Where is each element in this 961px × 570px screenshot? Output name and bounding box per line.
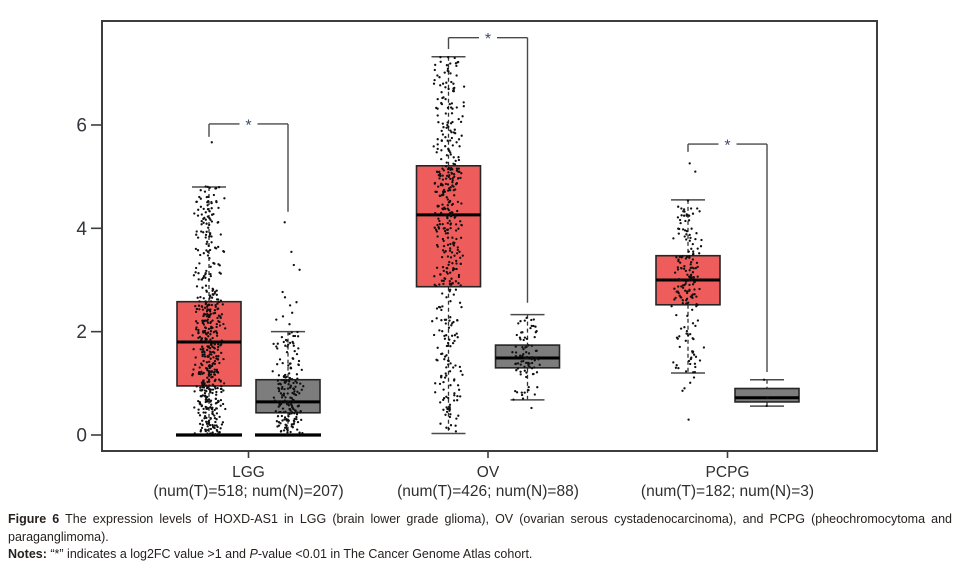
x-label-LGG: LGG — [232, 464, 265, 481]
caption-line1: Figure 6 The expression levels of HOXD-A… — [8, 511, 952, 529]
figure-label: Figure 6 — [8, 512, 60, 526]
LGG-normal-boxplot — [255, 221, 321, 437]
significance-asterisk-PCPG: * — [724, 138, 730, 155]
significance-asterisk-OV: * — [485, 31, 491, 48]
PCPG-normal-boxplot — [734, 378, 800, 408]
x-sublabel-PCPG: (num(T)=182; num(N)=3) — [641, 483, 814, 500]
PCPG-tumor-boxplot — [655, 162, 721, 421]
OV-tumor-boxplot — [415, 56, 482, 435]
normal-box-PCPG — [734, 387, 800, 403]
significance-bracket-LGG: * — [208, 117, 289, 212]
figure-caption: Figure 6 The expression levels of HOXD-A… — [8, 511, 952, 564]
y-tick-label-6: 6 — [76, 115, 87, 136]
x-sublabel-LGG: (num(T)=518; num(N)=207) — [153, 483, 343, 500]
OV-normal-boxplot — [494, 313, 561, 410]
caption-text: The expression levels of HOXD-AS1 in LGG… — [65, 512, 952, 526]
significance-asterisk-LGG: * — [245, 117, 251, 134]
y-tick-label-0: 0 — [76, 426, 87, 447]
caption-notes: Notes: “*” indicates a log2FC value >1 a… — [8, 546, 952, 564]
x-sublabel-OV: (num(T)=426; num(N)=88) — [397, 483, 579, 500]
y-tick-label-4: 4 — [76, 219, 87, 240]
notes-italic-p: P — [249, 547, 258, 561]
x-label-PCPG: PCPG — [706, 464, 750, 481]
notes-label: Notes: — [8, 547, 47, 561]
tumor-box-OV — [415, 164, 482, 288]
caption-line2: paraganglimoma). — [8, 529, 109, 544]
normal-box-LGG — [255, 378, 321, 414]
LGG-tumor-boxplot — [176, 141, 242, 437]
scatter-normal-OV — [511, 316, 541, 410]
notes-post: -value <0.01 in The Cancer Genome Atlas … — [257, 547, 533, 561]
scatter-normal-LGG — [271, 221, 305, 436]
expression-boxplot: * LGG (num(T)=518; num(N)=207) * OV (num(T)=4… — [76, 20, 878, 500]
scatter-tumor-OV — [431, 56, 466, 433]
scatter-tumor-PCPG — [670, 162, 706, 421]
scatter-normal-PCPG — [762, 378, 769, 408]
x-label-OV: OV — [477, 464, 500, 481]
plot-border — [101, 20, 878, 452]
significance-bracket-PCPG: * — [687, 138, 768, 372]
significance-bracket-OV: * — [447, 31, 529, 303]
scatter-tumor-LGG — [191, 141, 227, 436]
notes-pre: “*” indicates a log2FC value >1 and — [50, 547, 250, 561]
y-tick-label-2: 2 — [76, 322, 87, 343]
